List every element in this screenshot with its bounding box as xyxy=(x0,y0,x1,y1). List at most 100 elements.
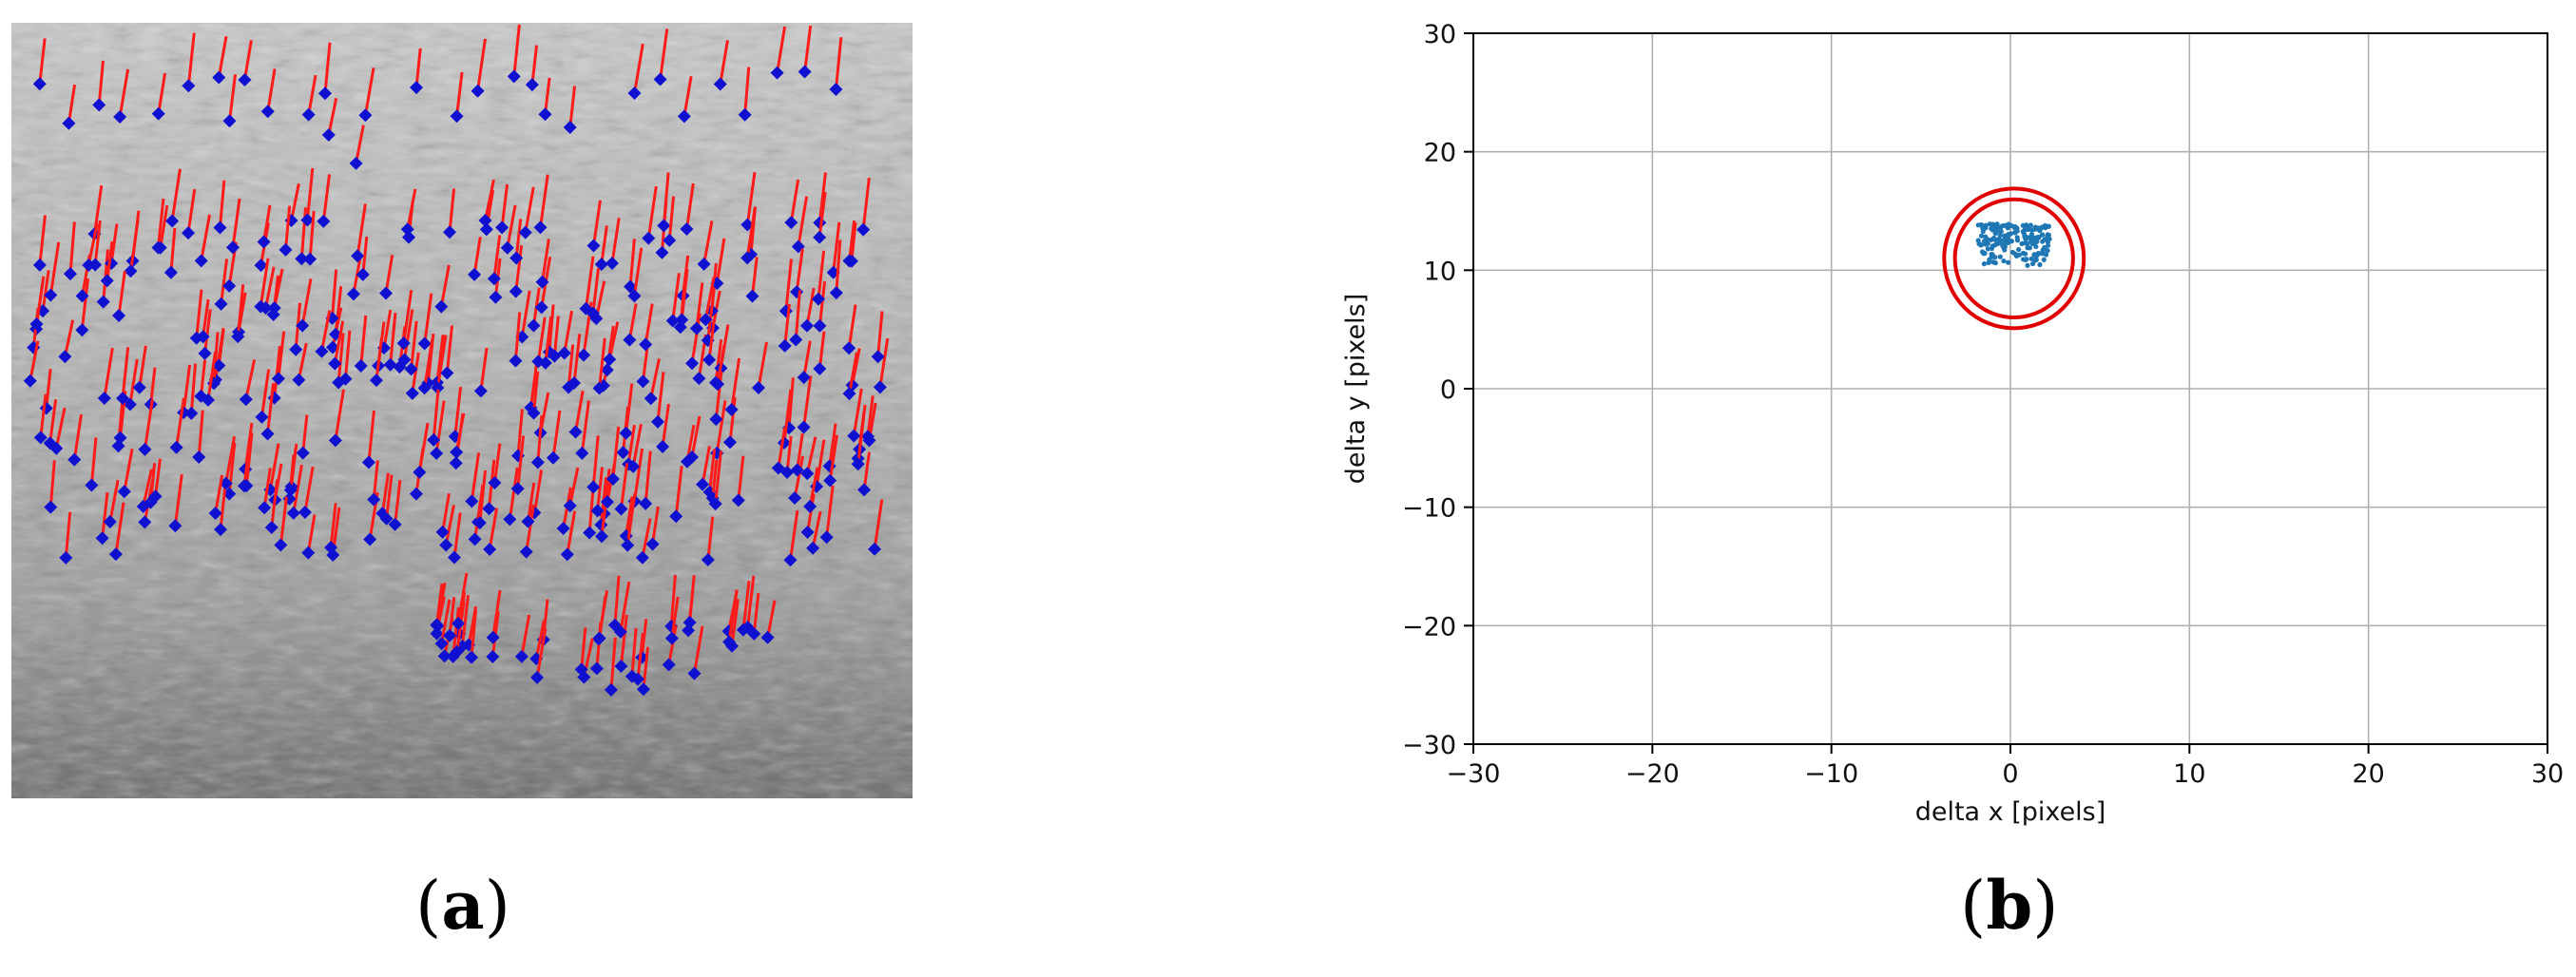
feature-point-marker xyxy=(680,221,694,236)
scatter-point xyxy=(2045,238,2050,243)
displacement-vector xyxy=(284,205,292,251)
feature-point-marker xyxy=(417,336,432,351)
displacement-vector xyxy=(262,204,272,242)
displacement-vector xyxy=(217,329,225,366)
displacement-vector xyxy=(598,596,607,639)
feature-point-marker xyxy=(594,258,608,272)
displacement-vector xyxy=(454,412,466,453)
feature-point-marker xyxy=(151,240,165,255)
scatter-point xyxy=(2025,245,2030,251)
displacement-vector xyxy=(173,473,183,527)
displacement-vector xyxy=(406,188,417,230)
displacement-vector xyxy=(613,575,621,625)
feature-point-marker xyxy=(100,274,114,288)
feature-point-marker xyxy=(222,114,237,128)
caption-b-open: ( xyxy=(1960,867,1987,945)
feature-point-marker xyxy=(361,455,375,469)
displacement-vector xyxy=(828,423,837,467)
displacement-vector xyxy=(394,479,402,525)
displacement-vector xyxy=(470,452,481,502)
displacement-vector xyxy=(848,352,858,394)
displacement-vector xyxy=(630,627,638,677)
displacement-vector xyxy=(402,290,413,344)
displacement-vector xyxy=(97,60,105,105)
displacement-vector xyxy=(591,435,600,488)
displacement-vector xyxy=(708,449,717,492)
displacement-vector xyxy=(817,191,827,238)
displacement-vector xyxy=(29,340,40,381)
displacement-vector xyxy=(320,310,332,353)
feature-point-marker xyxy=(450,644,464,659)
feature-point-marker xyxy=(534,300,548,315)
feature-point-marker xyxy=(740,251,755,265)
displacement-vector xyxy=(186,188,197,234)
displacement-vector xyxy=(656,372,665,422)
displacement-vector xyxy=(670,596,680,639)
displacement-vector xyxy=(244,359,257,400)
displacement-vector xyxy=(534,620,546,660)
feature-point-marker xyxy=(771,461,785,475)
scatter-point xyxy=(1985,237,1990,242)
displacement-vector xyxy=(514,245,524,292)
feature-point-marker xyxy=(800,525,815,539)
displacement-vector xyxy=(343,330,352,379)
displacement-vector xyxy=(642,646,650,690)
displacement-vector xyxy=(453,386,463,437)
displacement-vector xyxy=(512,24,521,77)
feature-point-marker xyxy=(295,252,309,266)
scatter-point xyxy=(1983,225,1989,231)
displacement-vector xyxy=(290,182,300,221)
feature-point-marker xyxy=(214,523,228,537)
displacement-vector xyxy=(491,589,502,638)
feature-point-marker xyxy=(410,81,424,95)
feature-point-marker xyxy=(624,279,638,294)
feature-point-marker xyxy=(699,313,713,327)
displacement-vector xyxy=(103,347,114,399)
displacement-vector xyxy=(776,26,787,73)
feature-point-marker xyxy=(298,505,312,519)
displacement-vector xyxy=(500,183,509,228)
scatter-point xyxy=(2028,222,2033,228)
displacement-vector xyxy=(292,464,303,514)
displacement-vector xyxy=(217,36,228,78)
feature-point-marker xyxy=(546,450,560,465)
displacement-vector xyxy=(48,460,56,508)
displacement-vector xyxy=(815,439,826,488)
displacement-vector xyxy=(307,74,317,115)
feature-point-marker xyxy=(575,446,589,460)
feature-point-marker xyxy=(519,545,533,559)
scatter-point xyxy=(2025,262,2030,268)
feature-point-marker xyxy=(503,512,517,527)
displacement-vector xyxy=(797,196,809,247)
feature-point-marker xyxy=(103,514,117,528)
displacement-vector xyxy=(479,347,489,392)
displacement-vector xyxy=(214,474,224,514)
feature-point-marker xyxy=(510,482,525,496)
displacement-vector xyxy=(266,68,277,112)
feature-point-marker xyxy=(790,463,804,477)
feature-point-marker xyxy=(214,297,228,311)
displacement-vector xyxy=(38,38,47,85)
displacement-vector xyxy=(64,511,72,559)
scatter-point xyxy=(2019,240,2025,246)
feature-point-marker xyxy=(535,275,549,289)
scatter-point xyxy=(2014,238,2021,243)
feature-point-marker xyxy=(321,128,336,143)
feature-point-marker xyxy=(613,624,627,639)
scatter-point xyxy=(2040,239,2046,244)
displacement-vector xyxy=(175,397,185,448)
feature-point-marker xyxy=(521,514,535,528)
displacement-vector xyxy=(87,223,99,266)
caption-a-open: ( xyxy=(415,867,442,945)
feature-point-marker xyxy=(449,456,463,470)
displacement-vector xyxy=(741,581,751,630)
scatter-point xyxy=(2031,226,2037,233)
feature-point-marker xyxy=(509,354,523,368)
displacement-vector xyxy=(727,589,739,642)
feature-point-marker xyxy=(67,452,82,467)
scatter-point xyxy=(2023,251,2028,257)
displacement-vector xyxy=(611,426,621,480)
feature-point-marker xyxy=(486,630,500,644)
displacement-vector xyxy=(745,171,757,225)
displacement-vector xyxy=(825,485,835,538)
